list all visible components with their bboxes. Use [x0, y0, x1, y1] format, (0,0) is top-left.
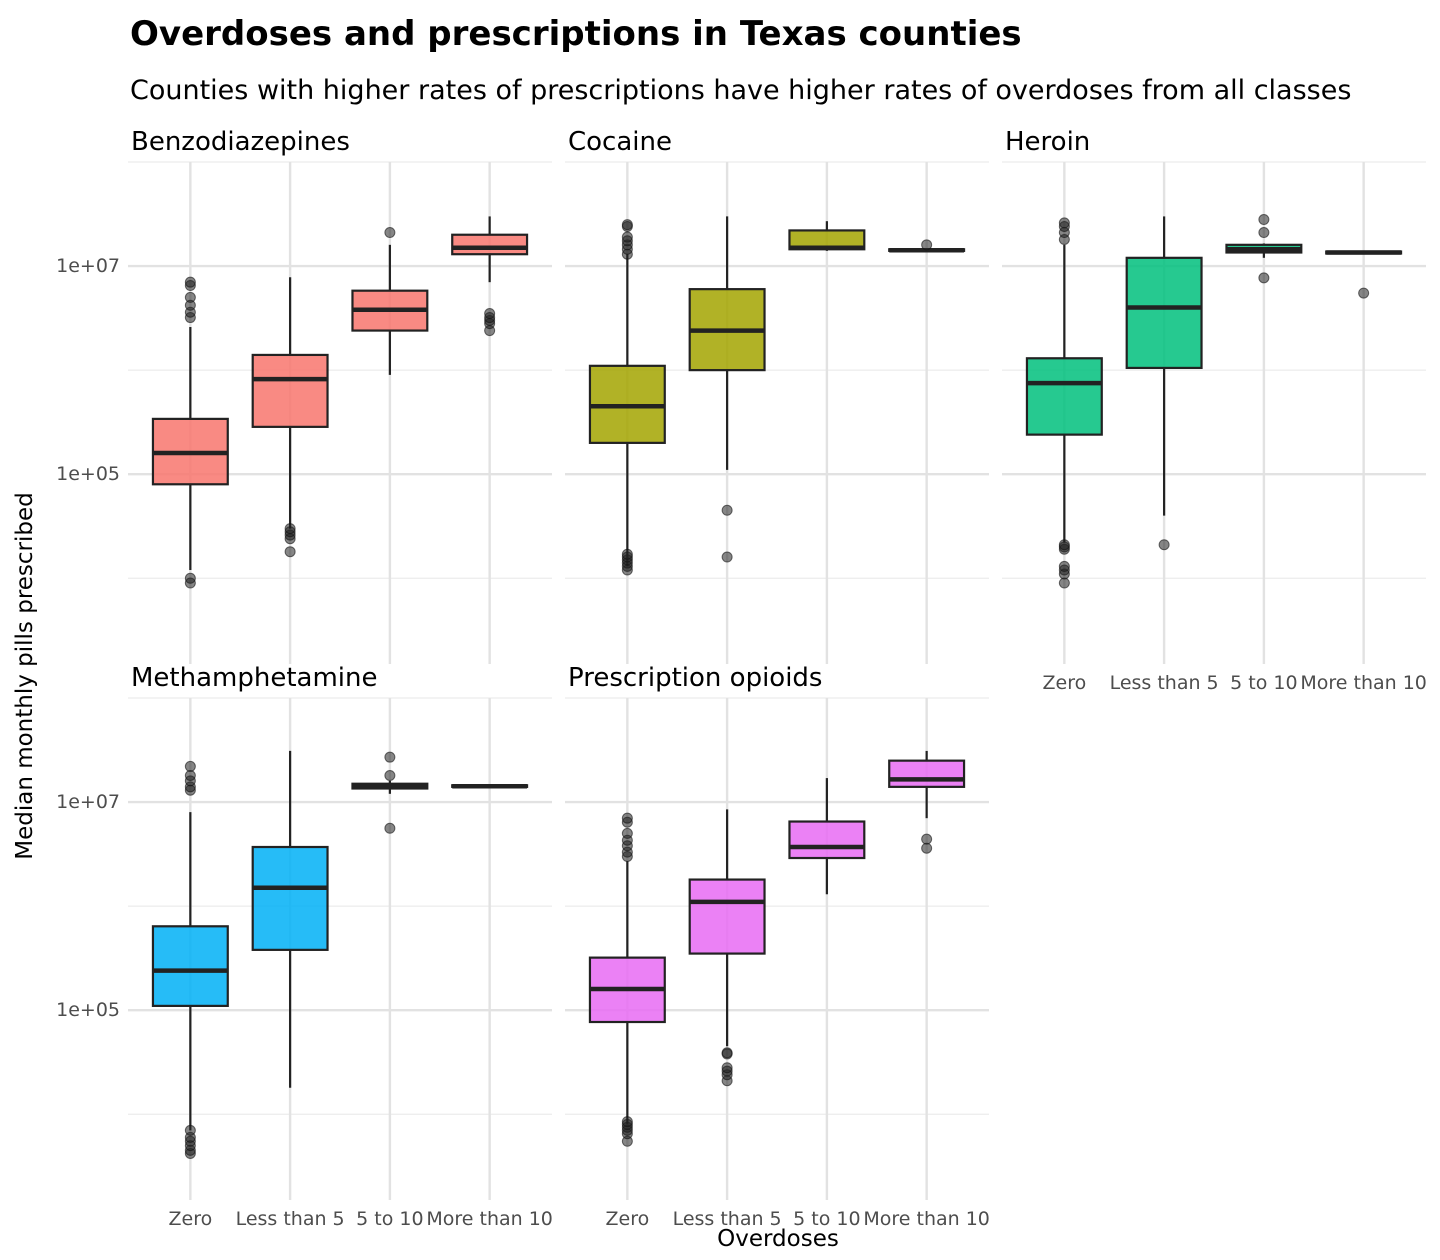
- box-5-to-10: [788, 221, 866, 251]
- panel-heroin: Heroin Zero Less than 5 5 to 10 More than 10: [1002, 127, 1427, 694]
- panel-methamphetamine: Methamphetamine 1e+05 1e+07 Zero Less than 5…: [56, 663, 553, 1230]
- x-tick-label: 5 to 10: [793, 1208, 860, 1230]
- outlier-point: [721, 504, 733, 516]
- panel-benzodiazepines: Benzodiazepines 1e+05 1e+07: [56, 127, 552, 664]
- box-less-than-5: [688, 216, 766, 563]
- outlier-point: [384, 227, 396, 239]
- outlier-point: [721, 551, 733, 563]
- box-more-than-10: [1325, 250, 1403, 299]
- box-iqr: [888, 759, 966, 788]
- outlier-point: [1058, 539, 1070, 551]
- outlier-point: [1058, 217, 1070, 229]
- x-tick-label: Zero: [605, 1208, 649, 1230]
- facet-panels: Benzodiazepines 1e+05 1e+07 Cocaine Heroin Ze…: [56, 127, 1427, 1230]
- outlier-point: [384, 770, 396, 782]
- outlier-point: [184, 770, 196, 782]
- outlier-point: [184, 1124, 196, 1136]
- outlier-point: [921, 833, 933, 845]
- x-tick-label: Zero: [1042, 672, 1086, 694]
- box-less-than-5: [688, 809, 766, 1087]
- panel-title: Heroin: [1005, 127, 1090, 157]
- box-zero: [588, 812, 666, 1147]
- panel-cocaine: Cocaine: [565, 127, 989, 664]
- outlier-point: [621, 219, 633, 231]
- outlier-point: [921, 842, 933, 854]
- panel-title: Methamphetamine: [131, 663, 378, 693]
- outlier-point: [721, 1047, 733, 1059]
- x-tick-label: More than 10: [1300, 672, 1427, 694]
- box-less-than-5: [251, 750, 329, 1088]
- box-zero: [588, 219, 666, 576]
- box-iqr: [1125, 256, 1203, 370]
- outlier-point: [621, 1116, 633, 1128]
- outlier-point: [1058, 577, 1070, 589]
- outlier-point: [921, 239, 933, 251]
- outlier-point: [1058, 560, 1070, 572]
- outlier-point: [1258, 214, 1270, 226]
- chart-subtitle: Counties with higher rates of prescripti…: [130, 75, 1351, 106]
- y-tick-label: 1e+07: [56, 791, 120, 813]
- outlier-point: [621, 827, 633, 839]
- x-tick-label: Zero: [168, 1208, 212, 1230]
- x-tick-label: Less than 5: [673, 1208, 782, 1230]
- outlier-point: [484, 308, 496, 320]
- box-more-than-10: [888, 239, 966, 253]
- y-tick-label: 1e+05: [56, 463, 120, 485]
- x-tick-label: More than 10: [863, 1208, 990, 1230]
- box-zero: [1025, 217, 1103, 589]
- panel-title: Cocaine: [568, 127, 672, 157]
- y-tick-label: 1e+05: [56, 999, 120, 1021]
- outlier-point: [284, 546, 296, 558]
- panel-prescription-opioids: Prescription opioids Zero Less than 5 5 to …: [565, 663, 990, 1230]
- outlier-point: [184, 572, 196, 584]
- outlier-point: [1358, 287, 1370, 299]
- box-iqr: [688, 878, 766, 955]
- chart-title: Overdoses and prescriptions in Texas cou…: [130, 14, 1022, 54]
- box-iqr: [451, 233, 529, 256]
- box-5-to-10: [788, 778, 866, 895]
- box-iqr: [1025, 357, 1103, 436]
- outlier-point: [1258, 227, 1270, 239]
- x-tick-label: More than 10: [426, 1208, 553, 1230]
- outlier-point: [621, 812, 633, 824]
- x-tick-label: 5 to 10: [356, 1208, 423, 1230]
- outlier-point: [721, 1062, 733, 1074]
- outlier-point: [621, 548, 633, 560]
- panel-title: Benzodiazepines: [131, 127, 350, 157]
- outlier-point: [184, 276, 196, 288]
- box-less-than-5: [251, 277, 329, 558]
- box-iqr: [251, 353, 329, 428]
- box-less-than-5: [1125, 216, 1203, 551]
- y-tick-label: 1e+07: [56, 255, 120, 277]
- box-5-to-10: [1225, 214, 1303, 284]
- box-iqr: [251, 845, 329, 951]
- y-axis-title: Median monthly pills prescribed: [12, 492, 38, 860]
- outlier-point: [184, 291, 196, 303]
- box-more-than-10: [888, 750, 966, 854]
- outlier-point: [1258, 272, 1270, 284]
- box-zero: [151, 760, 229, 1159]
- outlier-point: [284, 523, 296, 535]
- box-iqr: [788, 820, 866, 860]
- outlier-point: [621, 231, 633, 243]
- box-iqr: [151, 925, 229, 1007]
- outlier-point: [384, 822, 396, 834]
- box-more-than-10: [451, 783, 529, 789]
- box-zero: [151, 276, 229, 589]
- outlier-point: [184, 760, 196, 772]
- panel-title: Prescription opioids: [568, 663, 822, 693]
- x-tick-label: Less than 5: [1110, 672, 1219, 694]
- box-5-to-10: [351, 751, 429, 834]
- outlier-point: [384, 751, 396, 763]
- x-tick-label: Less than 5: [236, 1208, 345, 1230]
- box-more-than-10: [451, 216, 529, 337]
- outlier-point: [1158, 539, 1170, 551]
- box-5-to-10: [351, 227, 429, 375]
- x-tick-label: 5 to 10: [1230, 672, 1297, 694]
- x-axis-title: Overdoses: [717, 1226, 839, 1252]
